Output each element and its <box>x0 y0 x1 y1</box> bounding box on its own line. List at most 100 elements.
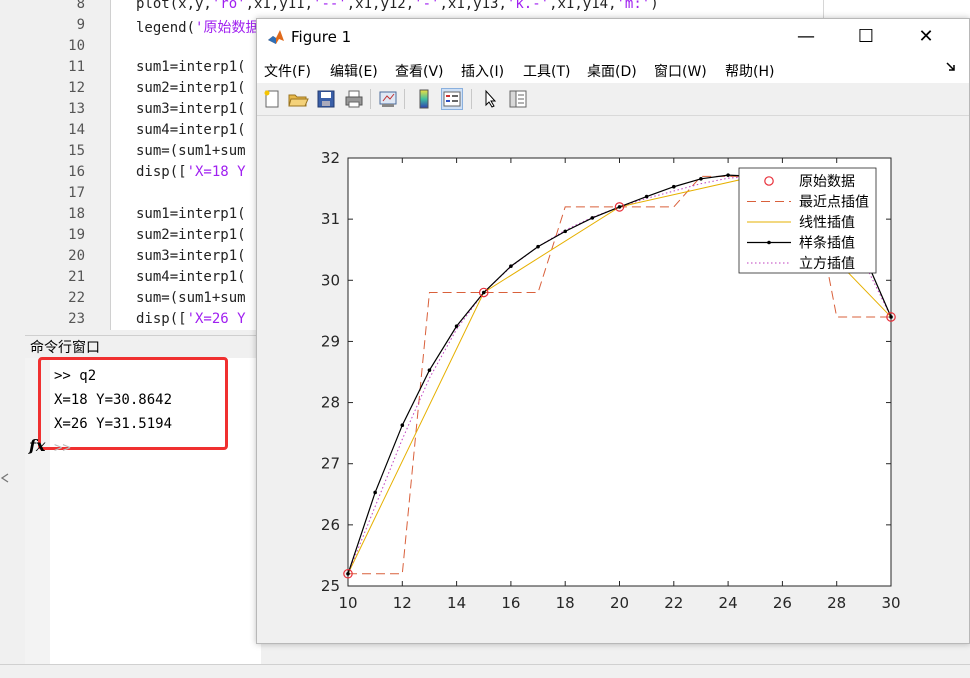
red-highlight-box <box>38 357 228 450</box>
legend-marker <box>764 176 774 186</box>
legend-label: 立方插值 <box>799 256 855 272</box>
line-number: 10 <box>68 38 85 54</box>
minimize-icon: — <box>797 26 815 47</box>
command-window-header <box>25 335 265 358</box>
command-output-line: X=26 Y=31.5194 <box>54 416 173 432</box>
command-prompt[interactable]: >> <box>54 440 71 456</box>
legend-label: 线性插值 <box>799 215 855 231</box>
menu-file[interactable]: 文件(F) <box>264 64 311 80</box>
x-tick-label: 24 <box>719 594 738 612</box>
code-line[interactable]: disp(['X=26 Y <box>136 311 246 327</box>
legend-icon[interactable] <box>441 88 463 110</box>
line-number: 17 <box>68 185 85 201</box>
y-tick-label: 28 <box>321 394 340 412</box>
colorbar-icon[interactable] <box>413 88 435 110</box>
pointer-icon[interactable] <box>479 88 501 110</box>
command-window[interactable] <box>25 358 261 664</box>
y-tick-label: 26 <box>321 516 340 534</box>
data-point <box>454 324 459 328</box>
maximize-button[interactable]: ☐ <box>837 19 895 55</box>
maximize-icon: ☐ <box>857 26 875 47</box>
figure-toolbar <box>257 83 969 116</box>
menu-help[interactable]: 帮助(H) <box>725 64 775 80</box>
menu-tools[interactable]: 工具(T) <box>523 64 571 80</box>
legend-label: 最近点插值 <box>799 195 869 211</box>
print-icon[interactable] <box>343 88 365 110</box>
line-number: 23 <box>68 311 85 327</box>
code-line[interactable]: sum2=interp1( <box>136 227 246 243</box>
data-point <box>614 202 625 212</box>
chevron-left-icon[interactable] <box>0 472 10 484</box>
x-tick-label: 26 <box>773 594 792 612</box>
code-line[interactable]: sum=(sum1+sum <box>136 143 246 159</box>
x-tick-label: 20 <box>610 594 629 612</box>
code-line[interactable]: sum4=interp1( <box>136 269 246 285</box>
property-editor-icon[interactable] <box>507 88 529 110</box>
command-window-title: 命令行窗口 <box>30 340 100 356</box>
data-point <box>672 184 676 189</box>
figure-menubar <box>257 55 969 83</box>
figure-window[interactable]: Figure 1 — ☐ ✕ 文件(F) 编辑(E) 查看(V) 插入(I) 工… <box>256 18 970 644</box>
new-figure-icon[interactable] <box>261 88 283 110</box>
y-tick-label: 30 <box>321 271 340 289</box>
toolbar-separator <box>404 89 405 109</box>
save-icon[interactable] <box>315 88 337 110</box>
figure-titlebar[interactable]: Figure 1 — ☐ ✕ <box>257 19 969 55</box>
menu-window[interactable]: 窗口(W) <box>654 64 707 80</box>
figure-canvas[interactable]: 10 12 14 16 18 20 22 24 26 28 30 25 26 27 28 29 30 31 32 原始… <box>257 116 969 643</box>
line-number: 15 <box>68 143 85 159</box>
y-tick-label: 32 <box>321 149 340 167</box>
open-file-icon[interactable] <box>287 88 309 110</box>
code-line[interactable]: sum1=interp1( <box>136 206 246 222</box>
x-tick-label: 28 <box>827 594 846 612</box>
line-number: 9 <box>76 17 85 33</box>
command-window-gutter <box>25 358 50 664</box>
menu-edit[interactable]: 编辑(E) <box>330 64 378 80</box>
code-line[interactable]: disp(['X=18 Y <box>136 164 246 180</box>
data-point <box>478 287 489 298</box>
code-line[interactable]: sum4=interp1( <box>136 122 246 138</box>
line-number: 18 <box>68 206 85 222</box>
legend-marker <box>767 240 771 245</box>
menu-desktop[interactable]: 桌面(D) <box>587 64 637 80</box>
y-tick-label: 27 <box>321 455 340 473</box>
line-number: 13 <box>68 101 85 117</box>
data-point <box>400 423 405 427</box>
x-tick-label: 22 <box>664 594 683 612</box>
legend-label: 原始数据 <box>799 174 855 190</box>
code-line[interactable]: sum=(sum1+sum <box>136 290 246 306</box>
line-number: 11 <box>68 59 85 75</box>
line-number: 21 <box>68 269 85 285</box>
close-button[interactable]: ✕ <box>897 19 955 55</box>
x-tick-label: 18 <box>556 594 575 612</box>
menu-insert[interactable]: 插入(I) <box>461 64 505 80</box>
line-number: 19 <box>68 227 85 243</box>
fx-icon[interactable]: fx <box>29 436 45 455</box>
line-number: 12 <box>68 80 85 96</box>
toolbar-separator <box>471 89 472 109</box>
code-line[interactable]: plot(x,y,'ro',x1,y11,'--',x1,y12,'-',x1,… <box>136 0 659 12</box>
command-line: >> q2 <box>54 368 97 384</box>
data-point <box>536 244 540 249</box>
command-output-line: X=18 Y=30.8642 <box>54 392 173 408</box>
code-line[interactable]: sum1=interp1( <box>136 59 246 75</box>
line-chart[interactable]: 10 12 14 16 18 20 22 24 26 28 30 25 26 27 28 29 30 31 32 原始… <box>257 116 969 643</box>
data-point <box>509 264 513 269</box>
y-tick-label: 31 <box>321 210 340 228</box>
data-point <box>481 290 486 295</box>
dock-arrow-icon[interactable] <box>945 61 957 77</box>
editor-left-strip <box>0 0 26 330</box>
code-line[interactable]: sum3=interp1( <box>136 101 246 117</box>
data-point <box>427 368 432 372</box>
minimize-button[interactable]: — <box>777 19 835 55</box>
line-number-gutter <box>25 0 111 330</box>
data-point <box>346 571 350 576</box>
data-point <box>644 194 649 199</box>
menu-view[interactable]: 查看(V) <box>395 64 444 80</box>
figure-title: Figure 1 <box>291 28 352 46</box>
line-number: 14 <box>68 122 85 138</box>
code-line[interactable]: sum2=interp1( <box>136 80 246 96</box>
link-plot-icon[interactable] <box>377 88 399 110</box>
data-point <box>590 216 595 220</box>
code-line[interactable]: sum3=interp1( <box>136 248 246 264</box>
